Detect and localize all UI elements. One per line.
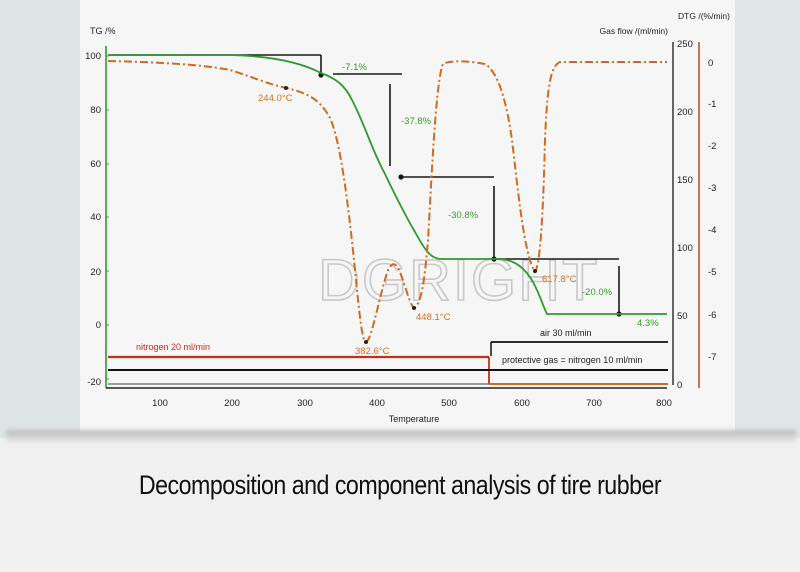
gas-tick: 150 <box>677 175 693 186</box>
dtg-tick: -2 <box>708 141 716 152</box>
tg-tick: 80 <box>90 105 101 116</box>
gas-tick: 100 <box>677 243 693 254</box>
tg-tick: 0 <box>96 320 101 331</box>
nitrogen-label: nitrogen 20 ml/min <box>136 342 210 352</box>
gas-axis-label: Gas flow /(ml/min) <box>600 26 669 36</box>
tga-chart: DGRIGHT TG /% 100 80 60 40 20 0 -20 100 … <box>85 11 730 424</box>
dtg-tick: -4 <box>708 225 716 236</box>
dtg-tick: -3 <box>708 183 716 194</box>
x-tick: 400 <box>369 398 385 409</box>
residue-label: 4.3% <box>637 318 659 329</box>
peak-markers <box>284 86 537 344</box>
dtg-tick: 0 <box>708 58 713 69</box>
air-label: air 30 ml/min <box>540 328 592 338</box>
peak-label: 244.0°C <box>258 93 293 104</box>
peak-label: 617.8°C <box>542 274 577 285</box>
tg-curve <box>108 54 667 315</box>
x-tick: 800 <box>656 398 672 409</box>
step-label: -37.8% <box>401 116 432 127</box>
tg-tick: 40 <box>90 212 101 223</box>
peak-label: 382.6°C <box>355 346 390 357</box>
step-label: -20.0% <box>582 287 613 298</box>
tg-axis: TG /% 100 80 60 40 20 0 -20 <box>85 26 116 388</box>
x-tick: 700 <box>586 398 602 409</box>
x-tick: 100 <box>152 398 168 409</box>
step-label: -30.8% <box>448 210 479 221</box>
peak-label: 448.1°C <box>416 312 451 323</box>
dtg-axis-label: DTG /(%/min) <box>678 11 730 21</box>
tg-tick: 20 <box>90 267 101 278</box>
gas-flow-axis: Gas flow /(ml/min) 250 200 150 100 50 0 <box>600 26 693 391</box>
step-label: -7.1% <box>342 62 367 73</box>
x-tick: 300 <box>297 398 313 409</box>
gas-tick: 0 <box>677 380 682 391</box>
protective-gas-label: protective gas = nitrogen 10 ml/min <box>502 355 642 365</box>
tg-tick: 100 <box>85 51 101 62</box>
dtg-tick: -6 <box>708 310 716 321</box>
x-tick: 200 <box>224 398 240 409</box>
gas-program-lines: nitrogen 20 ml/min air 30 ml/min protect… <box>108 328 668 385</box>
gas-tick: 200 <box>677 107 693 118</box>
x-tick: 600 <box>514 398 530 409</box>
dtg-tick: -5 <box>708 267 716 278</box>
right-backdrop-strip <box>735 0 800 438</box>
x-tick: 500 <box>441 398 457 409</box>
figure-caption: Decomposition and component analysis of … <box>138 470 662 500</box>
annotations: -7.1% -37.8% -30.8% -20.0% 4.3% 244.0°C … <box>258 62 659 357</box>
x-axis-label: Temperature <box>389 414 440 424</box>
tg-tick: -20 <box>87 377 101 388</box>
tg-tick: 60 <box>90 159 101 170</box>
dtg-tick: -7 <box>708 352 716 363</box>
dtg-tick: -1 <box>708 99 716 110</box>
dtg-axis: DTG /(%/min) 0 -1 -2 -3 -4 -5 -6 -7 <box>678 11 730 388</box>
gas-tick: 50 <box>677 311 688 322</box>
gas-tick: 250 <box>677 39 693 50</box>
tg-axis-label: TG /% <box>90 26 116 36</box>
x-axis: 100 200 300 400 500 600 700 800 Temperat… <box>106 387 672 424</box>
panel-shadow <box>6 430 796 444</box>
